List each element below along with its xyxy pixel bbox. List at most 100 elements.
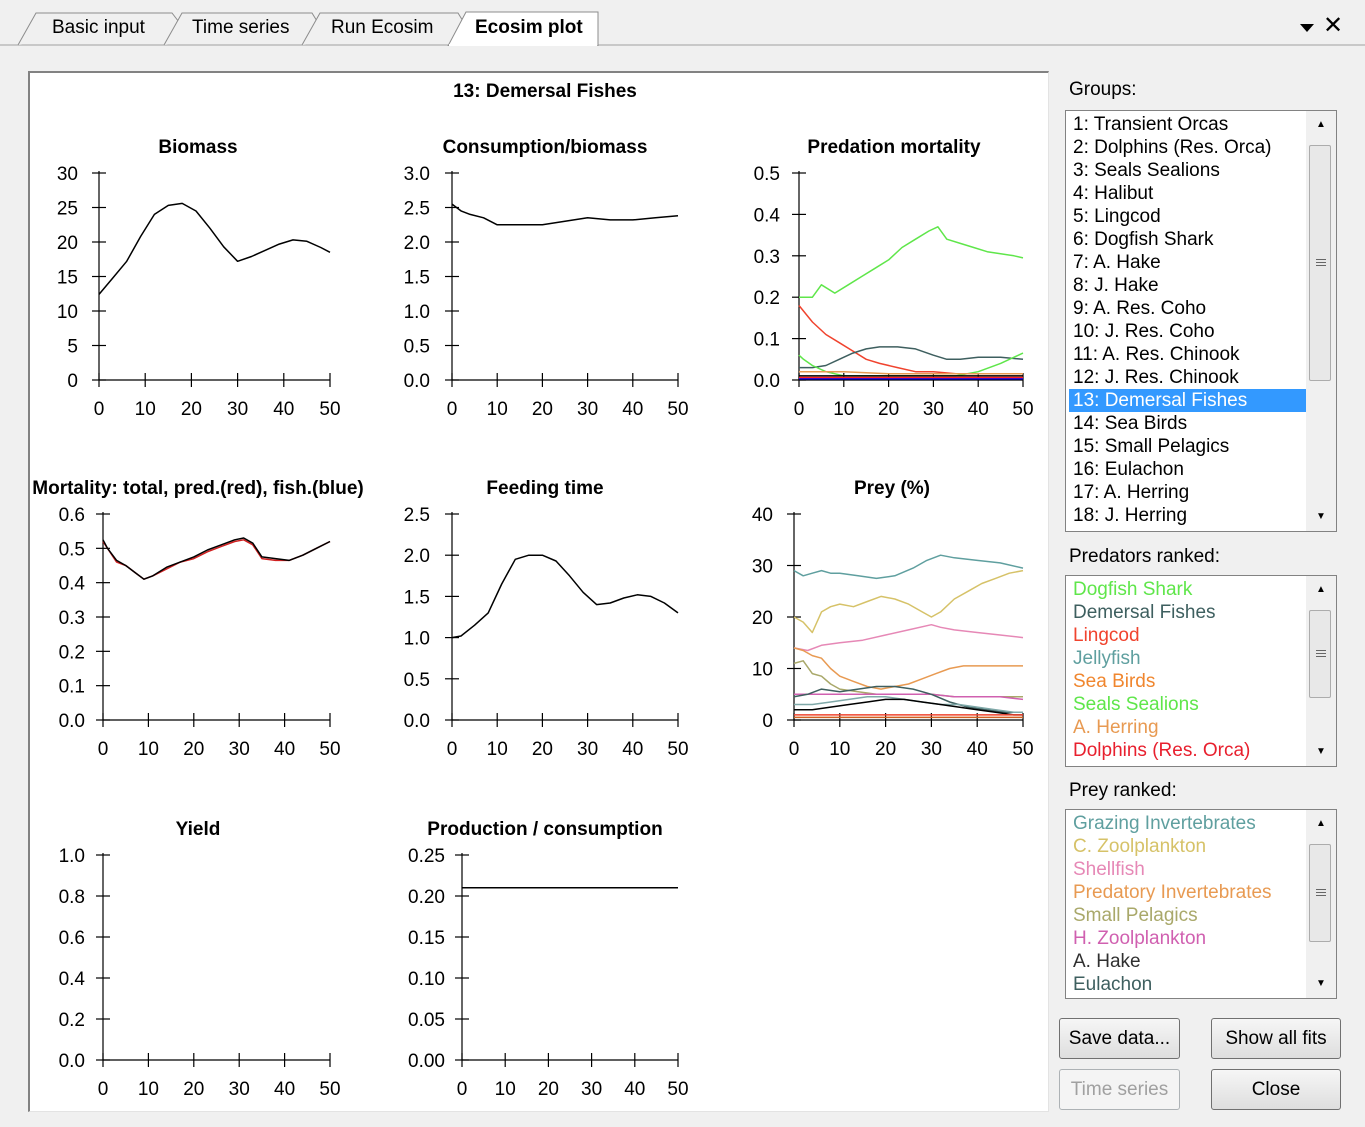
x-tick-label: 50 (319, 399, 340, 420)
list-item[interactable]: A. Hake (1073, 951, 1141, 972)
x-tick-label: 40 (274, 1079, 295, 1100)
tab-ecosim-plot[interactable]: Ecosim plot (475, 17, 583, 38)
scroll-up-arrow-icon[interactable]: ▲ (1316, 584, 1326, 595)
list-item[interactable]: 12: J. Res. Chinook (1073, 367, 1239, 388)
list-item[interactable]: A. Herring (1073, 717, 1159, 738)
list-item[interactable]: Lingcod (1073, 625, 1140, 646)
list-item[interactable]: 2: Dolphins (Res. Orca) (1073, 137, 1272, 158)
list-item[interactable]: 17: A. Herring (1073, 482, 1190, 503)
chart-title: Production / consumption (427, 819, 662, 840)
y-tick-label: 0.4 (59, 574, 86, 595)
list-item[interactable]: 6: Dogfish Shark (1073, 229, 1214, 250)
series-line (793, 623, 1024, 652)
list-item[interactable]: H. Zoolplankton (1073, 928, 1207, 949)
y-tick-label: 0.2 (59, 642, 85, 663)
list-item[interactable]: C. Zoolplankton (1073, 836, 1207, 857)
list-item[interactable]: Eulachon (1073, 974, 1153, 995)
y-tick-label: 3.0 (404, 164, 430, 185)
list-item[interactable]: 13: Demersal Fishes (1069, 389, 1307, 412)
scroll-up-arrow-icon[interactable]: ▲ (1316, 818, 1326, 829)
x-tick-label: 20 (183, 1079, 204, 1100)
y-tick-label: 0.4 (59, 969, 86, 990)
scroll-up-arrow-icon[interactable]: ▲ (1316, 119, 1326, 130)
x-tick-label: 50 (1012, 739, 1033, 760)
list-item[interactable]: 9: A. Res. Coho (1073, 298, 1207, 319)
x-tick-label: 10 (487, 399, 508, 420)
y-tick-label: 0.6 (59, 928, 85, 949)
tab-run-ecosim[interactable]: Run Ecosim (331, 17, 434, 38)
list-item[interactable]: Dolphins (Res. Orca) (1073, 740, 1251, 761)
list-item[interactable]: 18: J. Herring (1073, 505, 1188, 526)
list-item[interactable]: 4: Halibut (1073, 183, 1154, 204)
y-tick-label: 0.1 (59, 677, 85, 698)
scroll-thumb[interactable] (1309, 844, 1331, 942)
predators-scrollbar[interactable]: ▲ ▼ (1306, 576, 1336, 766)
y-tick-label: 30 (57, 164, 78, 185)
groups-scrollbar[interactable]: ▲ ▼ (1306, 111, 1336, 531)
x-tick-label: 10 (495, 1079, 516, 1100)
scroll-down-arrow-icon[interactable]: ▼ (1316, 746, 1326, 757)
series-line (799, 346, 1024, 369)
series-line (794, 693, 1024, 701)
list-item[interactable]: Small Pelagics (1073, 905, 1198, 926)
tab-strip: Basic input Time series Run Ecosim Ecosi… (0, 0, 1365, 46)
x-tick-label: 20 (532, 739, 553, 760)
y-tick-label: 10 (57, 302, 78, 323)
list-item[interactable]: 8: J. Hake (1073, 275, 1159, 296)
list-item[interactable]: Jellyfish (1073, 648, 1141, 669)
list-item[interactable]: Demersal Fishes (1073, 602, 1216, 623)
list-item[interactable]: 14: Sea Birds (1073, 413, 1188, 434)
list-item[interactable]: 3: Seals Sealions (1073, 160, 1220, 181)
series-line (793, 554, 1024, 580)
x-tick-label: 40 (624, 1079, 645, 1100)
list-item[interactable]: Sea Birds (1073, 671, 1156, 692)
scroll-down-arrow-icon[interactable]: ▼ (1316, 511, 1326, 522)
save-data-button[interactable]: Save data... (1059, 1018, 1180, 1059)
prey-scrollbar[interactable]: ▲ ▼ (1306, 810, 1336, 998)
list-item[interactable]: 10: J. Res. Coho (1073, 321, 1215, 342)
scroll-thumb[interactable] (1309, 145, 1331, 381)
predators-listbox[interactable]: Dogfish Shark Demersal Fishes Lingcod Jelly… (1065, 575, 1337, 767)
y-tick-label: 0 (762, 711, 773, 732)
y-tick-label: 0.0 (404, 371, 430, 392)
chart-title: Mortality: total, pred.(red), fish.(blue… (32, 478, 363, 499)
predators-list: Dogfish Shark Demersal Fishes Lingcod Jelly… (1069, 578, 1307, 762)
close-button[interactable]: Close (1211, 1069, 1341, 1110)
list-item[interactable]: 16: Eulachon (1073, 459, 1184, 480)
list-item[interactable]: 1: Transient Orcas (1073, 114, 1229, 135)
show-all-fits-button[interactable]: Show all fits (1211, 1018, 1341, 1059)
y-tick-label: 0.2 (59, 1010, 85, 1031)
y-tick-label: 0.10 (408, 969, 445, 990)
x-tick-label: 50 (319, 1079, 340, 1100)
list-item[interactable]: Dogfish Shark (1073, 579, 1193, 600)
x-tick-label: 50 (1012, 399, 1033, 420)
x-tick-label: 0 (789, 739, 800, 760)
chart-yield: Yield 1.0 0.8 0.6 0.4 0.2 0.0 0 10 20 30 40 50 (59, 819, 341, 1100)
x-tick-label: 0 (447, 399, 458, 420)
scroll-down-arrow-icon[interactable]: ▼ (1316, 978, 1326, 989)
list-item[interactable]: 11: A. Res. Chinook (1073, 344, 1240, 365)
scroll-thumb[interactable] (1309, 610, 1331, 698)
dropdown-arrow-icon[interactable] (1298, 20, 1316, 36)
x-tick-label: 10 (138, 739, 159, 760)
prey-ranked-listbox[interactable]: Grazing Invertebrates C. Zoolplankton Shel… (1065, 809, 1337, 999)
list-item[interactable]: Grazing Invertebrates (1073, 813, 1256, 834)
tab-time-series[interactable]: Time series (192, 17, 290, 38)
groups-listbox[interactable]: 1: Transient Orcas 2: Dolphins (Res. Orca… (1065, 110, 1337, 532)
list-item[interactable]: Shellfish (1073, 859, 1145, 880)
x-tick-label: 10 (138, 1079, 159, 1100)
list-item[interactable]: 5: Lingcod (1073, 206, 1161, 227)
x-tick-label: 40 (273, 399, 294, 420)
list-item[interactable]: 15: Small Pelagics (1073, 436, 1230, 457)
x-tick-label: 30 (923, 399, 944, 420)
tab-basic-input[interactable]: Basic input (52, 17, 145, 38)
close-icon[interactable]: ✕ (1323, 12, 1344, 39)
list-item[interactable]: 7: A. Hake (1073, 252, 1161, 273)
list-item[interactable]: Seals Sealions (1073, 694, 1199, 715)
x-tick-label: 50 (319, 739, 340, 760)
list-item[interactable]: Predatory Invertebrates (1073, 882, 1272, 903)
y-tick-label: 0.15 (408, 928, 445, 949)
x-tick-label: 10 (135, 399, 156, 420)
series-line (799, 370, 1023, 375)
